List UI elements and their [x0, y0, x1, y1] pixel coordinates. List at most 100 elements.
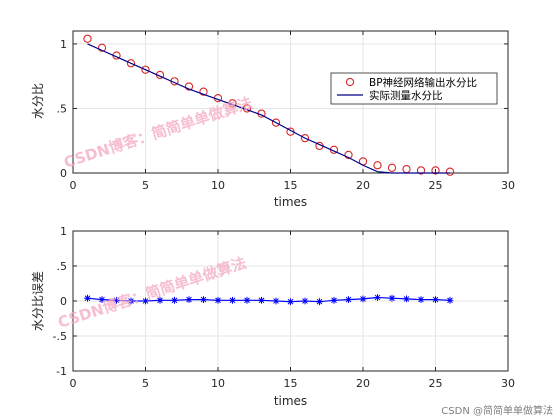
- asterisk-stroke: [215, 297, 221, 304]
- asterisk-stroke: [418, 296, 424, 303]
- y-tick-label: 0: [60, 295, 67, 308]
- data-point-circle: [126, 59, 136, 68]
- data-point-asterisk: [330, 296, 338, 304]
- x-tick-label: 30: [501, 179, 515, 192]
- data-point-asterisk: [113, 296, 120, 304]
- asterisk-stroke: [331, 297, 337, 304]
- data-point-asterisk: [84, 294, 91, 302]
- asterisk-stroke: [157, 297, 163, 304]
- y-tick-label: .5: [57, 260, 68, 273]
- y-tick-label: 1: [60, 225, 67, 238]
- axes-frame: [72, 230, 509, 372]
- data-point-asterisk: [301, 297, 309, 305]
- asterisk-stroke: [244, 297, 250, 304]
- x-tick-label: 5: [142, 377, 149, 390]
- asterisk-stroke: [99, 296, 105, 303]
- data-point-asterisk: [272, 297, 280, 305]
- asterisk-stroke: [345, 296, 352, 303]
- x-tick-label: 10: [211, 377, 225, 390]
- asterisk-stroke: [287, 298, 294, 305]
- asterisk-stroke: [403, 296, 410, 302]
- x-tick-label: 30: [501, 377, 515, 390]
- data-point-circle: [300, 133, 310, 143]
- axes-frame: [72, 30, 509, 174]
- x-tick-label: 15: [284, 179, 298, 192]
- data-point-asterisk: [316, 298, 323, 306]
- bottom-plot: 0 5 10 15 20 25 30 -1 -.5 0 .5 1 times 水分比误差: [31, 225, 515, 408]
- y-tick-label: 1: [60, 38, 67, 51]
- x-tick-label: 10: [211, 179, 225, 192]
- series-line: [87, 43, 450, 174]
- data-point-asterisk: [200, 296, 207, 303]
- credit-text: CSDN @简简单单做算法: [441, 404, 553, 417]
- data-point-circle: [184, 82, 194, 91]
- x-tick-label: 25: [429, 179, 443, 192]
- data-point-circle: [271, 118, 281, 127]
- asterisk-stroke: [84, 295, 91, 302]
- top-plot: 0 5 10 15 20 25 30 0 .5 1 times 水分比 BP神经网络输出水分比实际测量水…: [31, 30, 515, 209]
- data-point-circle: [445, 167, 455, 176]
- x-tick-label: 5: [142, 179, 149, 192]
- data-point-circle: [416, 166, 426, 175]
- x-tick-label: 15: [284, 377, 298, 390]
- data-point-circle: [344, 150, 353, 160]
- data-point-asterisk: [417, 296, 425, 303]
- data-point-asterisk: [258, 296, 265, 304]
- data-point-asterisk: [374, 294, 381, 301]
- asterisk-stroke: [128, 298, 134, 304]
- x-axis-title: times: [274, 394, 307, 408]
- asterisk-stroke: [273, 298, 279, 304]
- data-point-asterisk: [229, 296, 236, 304]
- asterisk-stroke: [374, 294, 381, 301]
- asterisk-stroke: [113, 297, 120, 304]
- asterisk-stroke: [142, 298, 149, 304]
- y-tick-label: 0: [60, 167, 67, 180]
- x-tick-label: 0: [70, 377, 77, 390]
- data-point-circle: [431, 166, 440, 175]
- x-tick-label: 25: [429, 377, 443, 390]
- y-tick-label: -1: [56, 365, 67, 378]
- y-axis-title: 水分比误差: [31, 271, 45, 331]
- x-tick-label: 20: [356, 377, 370, 390]
- data-point-asterisk: [243, 296, 251, 304]
- y-axis-title: 水分比: [31, 83, 45, 119]
- x-axis-title: times: [274, 195, 307, 209]
- data-point-circle: [199, 87, 208, 96]
- data-point-circle: [83, 34, 92, 43]
- data-point-asterisk: [214, 296, 222, 304]
- x-tick-label: 0: [70, 179, 77, 192]
- data-point-asterisk: [156, 296, 164, 304]
- legend-label: 实际测量水分比: [369, 89, 443, 102]
- data-point-asterisk: [142, 297, 149, 305]
- data-point-asterisk: [388, 294, 396, 302]
- data-point-circle: [97, 43, 107, 52]
- asterisk-stroke: [316, 298, 323, 305]
- data-point-asterisk: [345, 296, 352, 303]
- data-point-asterisk: [432, 296, 439, 303]
- y-tick-label: .5: [57, 102, 68, 115]
- asterisk-stroke: [447, 297, 453, 304]
- legend-label: BP神经网络输出水分比: [369, 76, 477, 89]
- data-point-asterisk: [98, 296, 106, 303]
- asterisk-stroke: [432, 296, 439, 303]
- asterisk-stroke: [171, 297, 178, 304]
- data-point-asterisk: [403, 295, 410, 303]
- asterisk-stroke: [200, 296, 207, 303]
- data-point-asterisk: [446, 296, 454, 304]
- data-point-circle: [141, 65, 150, 74]
- asterisk-stroke: [360, 296, 366, 302]
- y-tick-label: -.5: [53, 330, 67, 343]
- data-point-asterisk: [287, 298, 294, 306]
- data-point-circle: [387, 163, 397, 172]
- data-point-asterisk: [171, 296, 178, 304]
- legend-box: [330, 72, 498, 105]
- asterisk-stroke: [389, 295, 395, 302]
- x-tick-label: 20: [356, 179, 370, 192]
- asterisk-stroke: [229, 297, 236, 304]
- data-point-asterisk: [359, 295, 367, 303]
- legend-marker-circle: [345, 77, 355, 87]
- data-point-asterisk: [185, 296, 193, 303]
- data-point-circle: [373, 161, 382, 170]
- asterisk-stroke: [186, 296, 192, 303]
